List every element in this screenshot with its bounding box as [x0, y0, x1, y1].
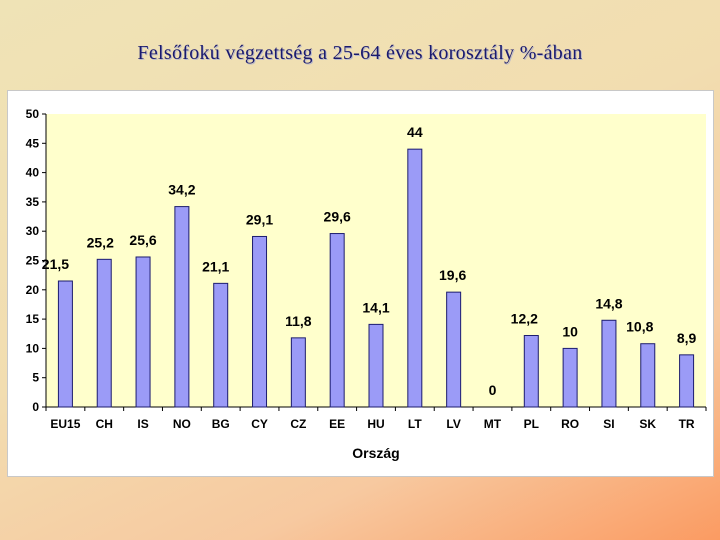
- y-tick-label: 25: [26, 254, 40, 268]
- y-tick-label: 30: [26, 224, 40, 238]
- data-label-no: 34,2: [168, 182, 195, 198]
- data-label-ee: 29,6: [324, 209, 351, 225]
- data-label-cy: 29,1: [246, 211, 273, 227]
- x-tick-label: EU15: [50, 417, 80, 431]
- y-tick-label: 10: [26, 341, 40, 355]
- x-tick-label: MT: [484, 417, 502, 431]
- bar-cy: [252, 235, 268, 408]
- y-tick-label: 15: [26, 312, 40, 326]
- bar-pl: [523, 335, 539, 408]
- data-label-tr: 8,9: [677, 330, 697, 346]
- data-label-hu: 14,1: [362, 299, 389, 315]
- bar-lv: [446, 291, 462, 408]
- bar-ee: [329, 233, 345, 408]
- bar-si: [601, 319, 617, 408]
- x-tick-label: HU: [367, 417, 384, 431]
- chart-frame: 0 5 10 15 20 25 30 35 40 45 50 21,5 EU15 25,2 CH 25,6 IS…: [7, 90, 714, 477]
- x-tick-label: CY: [251, 417, 268, 431]
- x-tick-label: CZ: [290, 417, 306, 431]
- y-tick-label: 35: [26, 195, 40, 209]
- x-tick-label: SI: [603, 417, 614, 431]
- data-label-si: 14,8: [595, 295, 622, 311]
- y-tick-label: 40: [26, 166, 40, 180]
- y-tick-label: 20: [26, 283, 40, 297]
- data-label-cz: 11,8: [285, 313, 312, 329]
- data-label-eu15: 21,5: [42, 256, 69, 272]
- x-tick-label: EE: [329, 417, 345, 431]
- y-tick-label: 50: [26, 107, 40, 121]
- bar-ch: [96, 258, 112, 408]
- data-label-mt: 0: [489, 382, 497, 398]
- x-tick-label: PL: [524, 417, 539, 431]
- x-tick-label: NO: [173, 417, 191, 431]
- data-label-ch: 25,2: [87, 234, 114, 250]
- x-tick-label: IS: [137, 417, 148, 431]
- bar-cz: [290, 337, 306, 408]
- data-label-lv: 19,6: [439, 267, 466, 283]
- data-label-pl: 12,2: [511, 311, 538, 327]
- y-tick-label: 5: [32, 371, 39, 385]
- bar-ro: [562, 347, 578, 408]
- x-tick-label: SK: [639, 417, 656, 431]
- slide-title: Felsőfokú végzettség a 25-64 éves korosz…: [137, 42, 583, 64]
- x-axis-title: Ország: [352, 445, 399, 461]
- x-tick-label: CH: [96, 417, 113, 431]
- bar-eu15: [57, 280, 73, 408]
- data-label-bg: 21,1: [202, 258, 229, 274]
- bar-tr: [679, 354, 695, 408]
- data-label-sk: 10,8: [626, 319, 653, 335]
- y-tick-label: 45: [26, 136, 40, 150]
- x-tick-label: RO: [561, 417, 579, 431]
- bar-no: [174, 206, 190, 408]
- data-label-is: 25,6: [129, 232, 156, 248]
- bar-is: [135, 256, 151, 408]
- bar-chart: 0 5 10 15 20 25 30 35 40 45 50 21,5 EU15 25,2 CH 25,6 IS…: [26, 107, 707, 461]
- data-label-ro: 10: [562, 323, 578, 339]
- x-tick-label: LT: [408, 417, 422, 431]
- y-tick-label: 0: [32, 400, 39, 414]
- x-tick-label: TR: [679, 417, 695, 431]
- bar-hu: [368, 323, 384, 408]
- bar-bg: [213, 282, 229, 408]
- bar-lt: [407, 148, 423, 408]
- x-tick-label: BG: [212, 417, 230, 431]
- x-tick-label: LV: [446, 417, 460, 431]
- bar-sk: [640, 343, 656, 408]
- data-label-lt: 44: [407, 124, 423, 140]
